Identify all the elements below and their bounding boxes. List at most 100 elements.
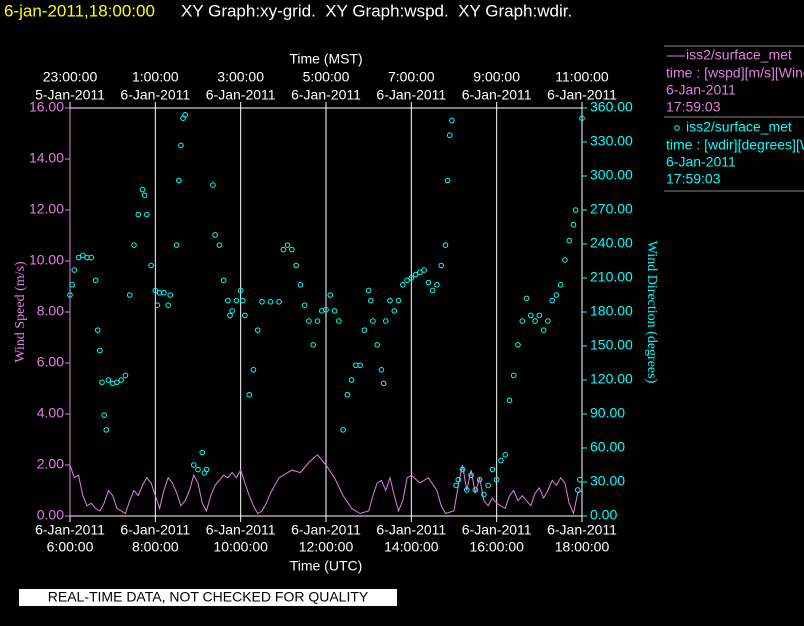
wind-speed-line xyxy=(69,454,583,516)
x2-tick-label: 23:00:00 xyxy=(43,69,98,85)
wind-direction-point xyxy=(485,482,491,489)
wind-direction-point xyxy=(370,318,376,324)
wind-direction-point xyxy=(553,292,560,298)
wind-direction-point xyxy=(227,312,233,319)
wind-direction-point xyxy=(293,262,299,269)
wind-direction-point xyxy=(577,476,583,483)
wind-direction-point xyxy=(336,318,342,324)
wind-direction-point xyxy=(391,308,398,314)
wind-direction-point xyxy=(122,372,129,379)
footer: REAL-TIME DATA, NOT CHECKED FOR QUALITY xyxy=(48,589,369,605)
wind-direction-point xyxy=(250,367,257,373)
wind-direction-point xyxy=(442,242,449,248)
y2-tick-label: 270.00 xyxy=(590,201,633,217)
wind-direction-point xyxy=(167,292,174,298)
wind-direction-point xyxy=(99,379,105,386)
wind-direction-point xyxy=(444,177,451,184)
wind-direction-point xyxy=(75,254,82,261)
wind-direction-point xyxy=(374,342,381,348)
wind-direction-point xyxy=(126,292,133,298)
wind-direction-point xyxy=(135,211,142,218)
wind-direction-point xyxy=(536,312,543,319)
wind-direction-point xyxy=(557,282,564,288)
wind-direction-point xyxy=(229,308,235,314)
x-tick-label: 12:00:00 xyxy=(299,539,354,555)
wind-direction-point xyxy=(233,297,240,304)
x2-tick-label: 6-Jan-2011 xyxy=(206,87,276,103)
y2-tick-label: 330.00 xyxy=(590,133,633,149)
wind-direction-point xyxy=(532,318,538,324)
wind-direction-point xyxy=(101,412,107,418)
wind-direction-point xyxy=(310,342,317,348)
wind-direction-point xyxy=(141,192,148,199)
wind-direction-point xyxy=(395,297,402,304)
wind-direction-point xyxy=(195,466,201,473)
wind-direction-point xyxy=(92,277,99,284)
wind-direction-point xyxy=(178,142,184,149)
wind-direction-point xyxy=(144,211,150,218)
wind-direction-point xyxy=(280,246,287,253)
x-tick-label: 6-Jan-2011 xyxy=(462,522,532,538)
wind-direction-point xyxy=(404,277,410,284)
wind-direction-point xyxy=(242,312,248,319)
wind-direction-point xyxy=(481,491,487,498)
legend-detail: 6-Jan-2011 xyxy=(666,154,736,170)
wind-direction-point xyxy=(510,372,517,379)
wind-direction-point xyxy=(190,462,197,468)
x-tick-label: 6-Jan-2011 xyxy=(547,522,617,538)
wind-direction-point xyxy=(574,487,581,493)
wind-direction-point xyxy=(545,318,551,324)
y2-tick-label: 180.00 xyxy=(590,303,633,319)
legend-marker xyxy=(674,125,680,131)
x2-tick-label: 6-Jan-2011 xyxy=(376,87,446,103)
y-tick-label: 8.00 xyxy=(37,303,64,319)
wind-direction-point xyxy=(579,115,585,121)
x-tick-label: 8:00:00 xyxy=(132,539,179,555)
x2-tick-label: 9:00:00 xyxy=(473,69,520,85)
wind-direction-point xyxy=(182,112,188,118)
wind-direction-point xyxy=(94,327,101,333)
wind-direction-point xyxy=(105,377,112,383)
wind-direction-point xyxy=(449,117,455,124)
wind-direction-point xyxy=(348,377,355,383)
y2-tick-label: 360.00 xyxy=(590,99,633,115)
wind-direction-point xyxy=(357,362,363,369)
wind-direction-point xyxy=(493,476,500,483)
y2-tick-label: 0.00 xyxy=(590,507,617,523)
wind-direction-point xyxy=(459,466,466,473)
wind-direction-point xyxy=(382,318,389,324)
x-tick-label: 6-Jan-2011 xyxy=(120,522,190,538)
x2-tick-label: 11:00:00 xyxy=(555,69,609,85)
wind-direction-point xyxy=(69,282,75,288)
y2-tick-label: 210.00 xyxy=(590,269,633,285)
wind-direction-point xyxy=(176,177,182,184)
x2-tick-label: 6-Jan-2011 xyxy=(547,87,617,103)
wind-direction-point xyxy=(421,267,427,273)
y2-axis-title: Wind Direction (degrees) xyxy=(644,241,659,384)
wind-direction-point xyxy=(417,269,423,276)
y2-tick-label: 150.00 xyxy=(590,337,633,353)
x2-axis-title: Time (MST) xyxy=(289,51,362,67)
y-tick-label: 0.00 xyxy=(37,507,64,523)
x2-tick-label: 6-Jan-2011 xyxy=(120,87,190,103)
wind-direction-point xyxy=(220,277,227,284)
x-tick-label: 6-Jan-2011 xyxy=(376,522,446,538)
x-tick-label: 16:00:00 xyxy=(469,539,524,555)
wind-direction-point xyxy=(323,306,329,313)
y-tick-label: 14.00 xyxy=(29,150,64,166)
wind-direction-point xyxy=(148,262,154,269)
x-tick-label: 6-Jan-2011 xyxy=(291,522,361,538)
wind-direction-point xyxy=(114,379,120,386)
y-tick-label: 16.00 xyxy=(29,99,64,115)
wind-direction-point xyxy=(165,302,171,309)
x-axis-title: Time (UTC) xyxy=(290,558,363,574)
x2-tick-label: 1:00:00 xyxy=(132,69,179,85)
y-tick-label: 6.00 xyxy=(37,354,64,370)
wind-direction-point xyxy=(118,377,124,383)
wind-direction-point xyxy=(523,295,530,302)
y2-tick-label: 300.00 xyxy=(590,167,633,183)
wind-direction-point xyxy=(103,427,110,433)
wind-direction-point xyxy=(225,297,231,304)
